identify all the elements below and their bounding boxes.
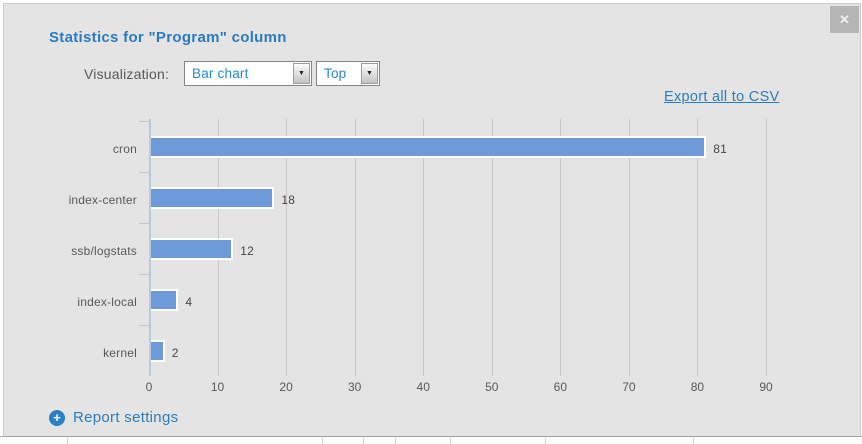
report-settings-label: Report settings (73, 409, 179, 426)
chevron-down-icon[interactable]: ▼ (361, 63, 378, 84)
table-column-divider (363, 438, 364, 444)
x-tick-label: 20 (279, 380, 293, 394)
bar (151, 136, 707, 158)
x-tick-label: 30 (347, 380, 362, 394)
table-column-divider (67, 438, 68, 444)
table-column-divider (545, 438, 546, 444)
category-label: ssb/logstats (71, 244, 137, 258)
visualization-label: Visualization: (84, 66, 170, 82)
x-tick-label: 40 (416, 380, 430, 394)
y-axis-tick (139, 274, 149, 275)
top-select-value: Top (324, 66, 347, 81)
table-column-divider (450, 438, 451, 444)
bar-value: 81 (713, 142, 728, 156)
bar-value: 2 (171, 346, 179, 360)
modal-title: Statistics for "Program" column (49, 29, 287, 46)
bar-value: 12 (240, 244, 255, 258)
gridline (423, 119, 425, 376)
x-tick-label: 10 (210, 380, 225, 394)
close-icon: ✕ (839, 11, 850, 27)
gridline (628, 119, 630, 376)
visualization-select[interactable]: Bar chart ▼ (184, 61, 312, 86)
gridline (560, 119, 562, 376)
close-button[interactable]: ✕ (830, 6, 859, 33)
table-column-divider (693, 438, 694, 444)
background-table-edge (0, 436, 862, 444)
table-column-divider (395, 438, 396, 444)
plus-icon: + (49, 409, 65, 426)
bar-chart-plot: 0 10 20 30 40 50 60 70 80 90 cron 81 index-center 18 s… (69, 119, 789, 394)
bar-value: 18 (281, 193, 296, 207)
x-tick-label: 60 (553, 380, 568, 394)
x-tick-label: 0 (145, 380, 153, 394)
x-tick-label: 80 (690, 380, 705, 394)
visualization-select-value: Bar chart (192, 66, 249, 81)
category-label: index-local (77, 295, 137, 309)
y-axis-tick (139, 223, 149, 224)
category-label: cron (112, 142, 137, 156)
bar (151, 340, 165, 362)
bar (151, 187, 275, 209)
report-settings-toggle[interactable]: + Report settings (49, 409, 178, 426)
top-select[interactable]: Top ▼ (316, 61, 380, 86)
category-label: kernel (103, 346, 137, 360)
y-axis-tick (139, 121, 149, 122)
gridline (491, 119, 493, 376)
x-tick-label: 50 (485, 380, 499, 394)
bar (151, 238, 234, 260)
gridline (286, 119, 288, 376)
export-csv-link[interactable]: Export all to CSV (664, 89, 780, 105)
y-axis-line (149, 119, 151, 376)
y-axis-tick (139, 172, 149, 173)
statistics-modal: ✕ Statistics for "Program" column Visual… (3, 3, 861, 437)
y-axis-tick (139, 325, 149, 326)
x-tick-label: 90 (759, 380, 773, 394)
gridline (766, 119, 767, 376)
chevron-down-icon[interactable]: ▼ (293, 63, 310, 84)
gridline (697, 119, 699, 376)
x-tick-label: 70 (622, 380, 636, 394)
bar (151, 289, 179, 311)
gridline (354, 119, 356, 376)
category-label: index-center (68, 193, 137, 207)
bar-value: 4 (185, 295, 193, 309)
table-column-divider (322, 438, 323, 444)
